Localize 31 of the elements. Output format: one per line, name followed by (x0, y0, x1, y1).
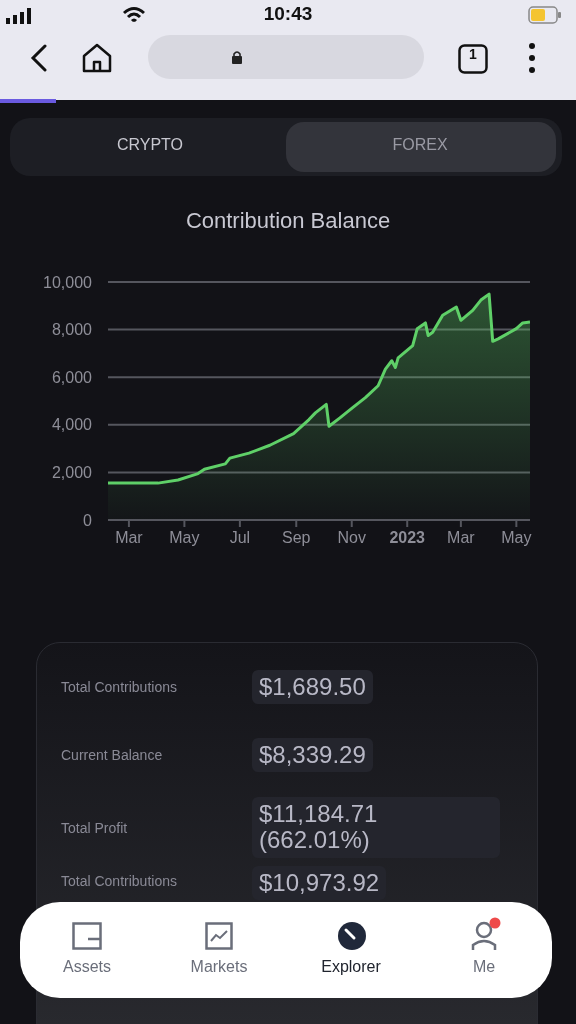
text: 10:43 (262, 3, 314, 25)
x-tick-label: 2023 (389, 529, 426, 546)
y-tick-label: 2,000 (51, 464, 93, 482)
text: CRYPTO (115, 136, 185, 154)
text: Total Contributions (61, 679, 177, 696)
text: 1 (468, 46, 478, 63)
text: FOREX (391, 136, 449, 154)
text: $8,339.29 (252, 738, 373, 773)
y-tick-label: 0 (83, 511, 93, 529)
y-tick-label: 10,000 (43, 273, 93, 291)
y-tick-label: 6,000 (51, 368, 93, 386)
text: Me (471, 958, 497, 976)
text: Markets (189, 958, 249, 976)
x-tick-label: May (501, 529, 532, 546)
text: Assets (62, 958, 112, 976)
x-tick-label: Jul (229, 529, 251, 546)
text: Explorer (320, 958, 382, 976)
text: $10,973.92 (252, 866, 387, 901)
y-tick-label: 4,000 (51, 416, 93, 434)
x-tick-label: Sep (282, 529, 311, 546)
y-tick-label: 8,000 (51, 321, 93, 339)
text: Total Contributions (61, 873, 177, 890)
text: Current Balance (61, 747, 163, 764)
x-tick-label: Mar (447, 529, 476, 546)
chart-title: Contribution Balance (184, 208, 392, 234)
text: Total Profit (61, 820, 128, 837)
x-tick-label: May (169, 529, 200, 546)
text: $1,689.50 (252, 670, 373, 705)
text: $11,184.71 (662.01%) (252, 797, 500, 858)
x-tick-label: Nov (337, 529, 366, 546)
x-tick-label: Mar (115, 529, 144, 546)
